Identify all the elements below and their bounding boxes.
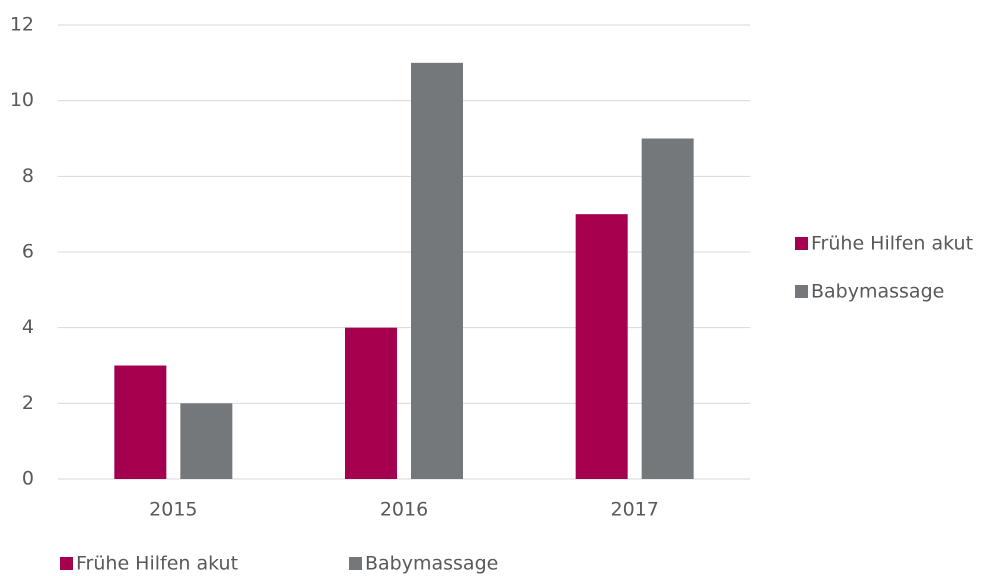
bar	[411, 62, 463, 479]
y-tick-label: 2	[22, 392, 34, 414]
bar	[180, 403, 233, 479]
legend-swatch	[795, 237, 808, 250]
legend-swatch	[60, 557, 73, 570]
x-tick-label: 2015	[149, 499, 197, 521]
legend-label: Frühe Hilfen akut	[811, 233, 973, 255]
y-tick-label: 6	[22, 241, 34, 263]
bar	[575, 214, 628, 479]
y-tick-label: 0	[22, 468, 34, 490]
y-tick-label: 12	[10, 14, 34, 36]
bar	[641, 138, 694, 479]
legend-label: Babymassage	[811, 281, 944, 303]
bar	[345, 327, 397, 479]
y-tick-label: 10	[10, 89, 34, 111]
bar	[114, 365, 167, 479]
x-tick-label: 2016	[380, 499, 428, 521]
y-tick-label: 4	[22, 316, 34, 338]
y-tick-label: 8	[22, 165, 34, 187]
legend-swatch	[349, 557, 362, 570]
legend-swatch	[795, 285, 808, 298]
legend-label: Frühe Hilfen akut	[76, 553, 238, 575]
legend-label: Babymassage	[365, 553, 498, 575]
x-tick-label: 2017	[610, 499, 658, 521]
